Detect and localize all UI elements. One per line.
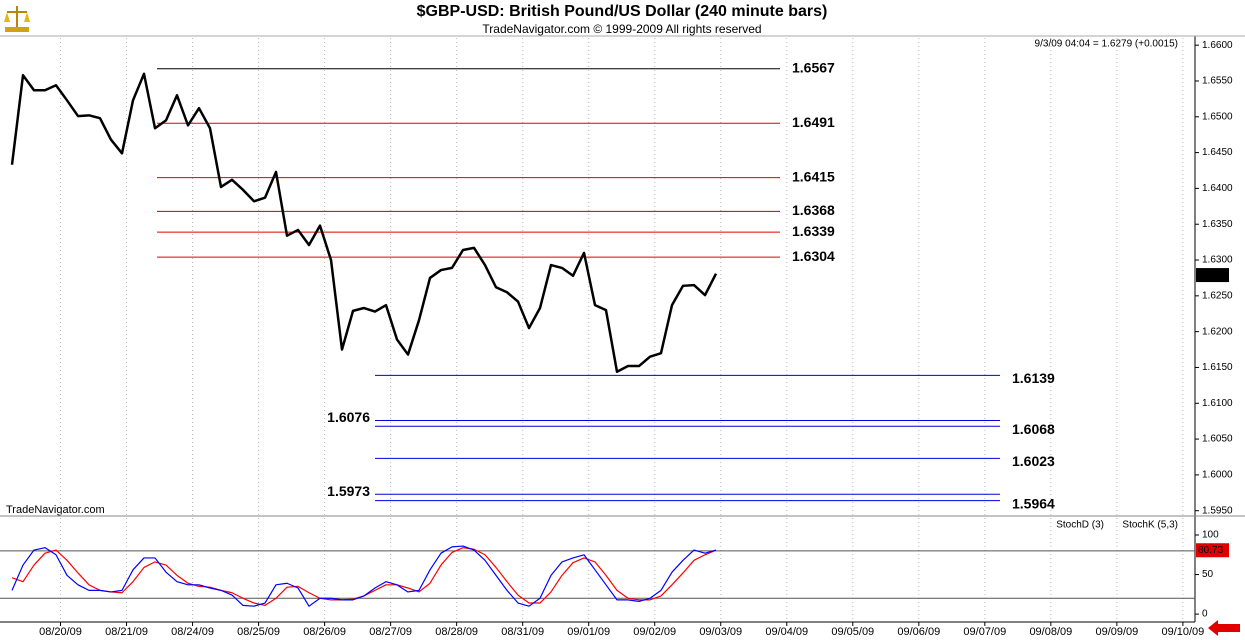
- x-tick-label: 09/06/09: [897, 626, 940, 638]
- x-tick-label: 09/02/09: [633, 626, 676, 638]
- x-tick-label: 08/31/09: [501, 626, 544, 638]
- level-label: 1.6567: [792, 60, 835, 76]
- y-tick-label: 1.6050: [1202, 434, 1233, 445]
- x-tick-label: 09/10/09: [1161, 626, 1204, 638]
- y-tick-label: 1.6200: [1202, 326, 1233, 337]
- x-tick-label: 09/07/09: [963, 626, 1006, 638]
- last-value-box: [1196, 268, 1229, 283]
- level-label: 1.6368: [792, 202, 835, 218]
- last-value: 80.73: [1198, 545, 1223, 556]
- level-label: 1.5964: [1012, 495, 1055, 511]
- x-tick-label: 09/09/09: [1095, 626, 1138, 638]
- y-tick-label: 1.6500: [1202, 111, 1233, 122]
- y-tick-label: 1.6350: [1202, 219, 1233, 230]
- last-value-box: [1196, 543, 1229, 558]
- y-tick-label: 0: [1202, 609, 1208, 620]
- x-tick-label: 08/25/09: [237, 626, 280, 638]
- y-tick-label: 1.6400: [1202, 183, 1233, 194]
- level-label: 1.6339: [792, 223, 835, 239]
- x-tick-label: 08/21/09: [105, 626, 148, 638]
- level-label: 1.6415: [792, 168, 835, 184]
- y-tick-label: 1.6600: [1202, 40, 1233, 51]
- price-line: [11, 545, 717, 607]
- y-tick-label: 1.6250: [1202, 290, 1233, 301]
- level-label: 1.6304: [792, 248, 835, 264]
- y-tick-label: 1.6450: [1202, 147, 1233, 158]
- logo: [4, 6, 30, 32]
- x-tick-label: 09/05/09: [831, 626, 874, 638]
- x-tick-label: 08/27/09: [369, 626, 412, 638]
- x-tick-label: 08/20/09: [39, 626, 82, 638]
- level-label: 1.6023: [1012, 453, 1055, 469]
- x-tick-label: 08/24/09: [171, 626, 214, 638]
- level-label: 1.6139: [1012, 370, 1055, 386]
- x-tick-label: 08/26/09: [303, 626, 346, 638]
- legend-entry: StochD (3): [1056, 520, 1104, 531]
- level-label: 1.6491: [792, 114, 835, 130]
- y-tick-label: 1.5950: [1202, 505, 1233, 516]
- last-value: 1.6279: [1198, 270, 1229, 281]
- watermark: TradeNavigator.com: [6, 504, 105, 516]
- chart-title: $GBP-USD: British Pound/US Dollar (240 m…: [417, 3, 828, 20]
- y-tick-label: 100: [1202, 530, 1219, 541]
- price-line: [10, 72, 718, 374]
- level-label: 1.6068: [1012, 421, 1055, 437]
- chart-subtitle: TradeNavigator.com © 1999-2009 All right…: [482, 22, 761, 36]
- y-tick-label: 1.6000: [1202, 470, 1233, 481]
- y-tick-label: 1.6100: [1202, 398, 1233, 409]
- level-label: 1.5973: [327, 483, 370, 499]
- scroll-arrow[interactable]: [1208, 620, 1240, 636]
- y-tick-label: 1.6300: [1202, 255, 1233, 266]
- y-tick-label: 50: [1202, 569, 1214, 580]
- x-tick-label: 09/04/09: [765, 626, 808, 638]
- x-tick-label: 09/03/09: [699, 626, 742, 638]
- level-label: 1.6076: [327, 409, 370, 425]
- x-tick-label: 09/08/09: [1029, 626, 1072, 638]
- x-tick-label: 09/01/09: [567, 626, 610, 638]
- legend-entry: StochK (5,3): [1122, 520, 1178, 531]
- last-quote: 9/3/09 04:04 = 1.6279 (+0.0015): [1035, 39, 1178, 50]
- y-tick-label: 1.6550: [1202, 76, 1233, 87]
- x-tick-label: 08/28/09: [435, 626, 478, 638]
- y-tick-label: 1.6150: [1202, 362, 1233, 373]
